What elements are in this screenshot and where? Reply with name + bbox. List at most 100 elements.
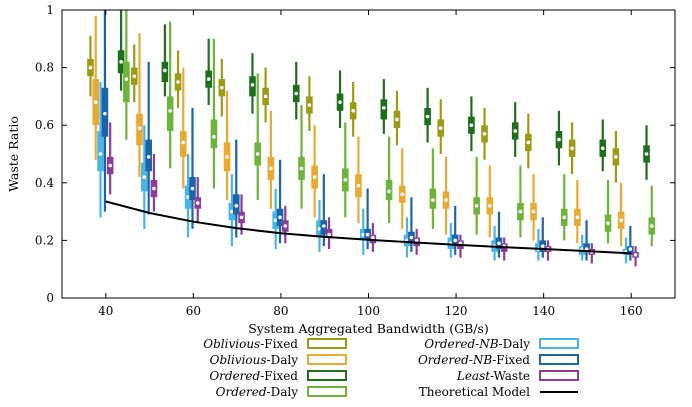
violin-median [195, 200, 201, 206]
violin-median [487, 203, 493, 209]
violin-median [386, 189, 392, 194]
violin-median [180, 140, 186, 145]
legend-label-rest: -Daly [267, 385, 299, 399]
violin-median [102, 111, 108, 117]
legend-swatch [307, 386, 347, 397]
legend-label-rest: -Fixed [260, 337, 298, 351]
violin-median [512, 128, 518, 134]
legend-label-italic: Least [456, 369, 490, 383]
violin-median [468, 122, 474, 128]
violin-median [88, 65, 93, 70]
series-obliv_fixed [87, 35, 620, 183]
legend-label: Theoretical Model [419, 385, 530, 399]
violin-median [306, 102, 312, 108]
violin-median [233, 203, 239, 209]
violin-median [613, 154, 619, 160]
series-obliv_daly [92, 15, 625, 247]
violin-median [293, 91, 299, 96]
violin-median [556, 137, 562, 142]
violin-median [482, 131, 487, 137]
violin-median [443, 197, 449, 203]
legend-item-obliv_daly: Oblivious-Daly [210, 353, 347, 367]
violin-median [118, 59, 124, 65]
y-tick-label: 0.8 [35, 61, 54, 75]
violin-median [438, 125, 444, 131]
violin-box [97, 130, 104, 172]
violin-median [190, 186, 195, 191]
violin-median [381, 105, 387, 111]
violin-median [277, 214, 283, 220]
legend-item-obliv_fixed: Oblivious-Fixed [203, 337, 347, 351]
legend-label-italic: Ordered-NB [424, 337, 498, 351]
violin-median [268, 165, 274, 171]
series-least_waste [106, 122, 639, 267]
y-tick-label: 0 [46, 291, 54, 305]
violin-median [356, 183, 361, 189]
violin-median [569, 145, 575, 151]
violin-median [605, 220, 611, 226]
violin-median [337, 99, 343, 105]
violin-box [210, 119, 218, 149]
violin-median [574, 214, 580, 220]
violin-median [496, 240, 502, 246]
violin-median [350, 108, 356, 114]
violin-median [600, 145, 606, 151]
violin-median [342, 177, 348, 183]
violin-median [299, 165, 304, 171]
violin-median [151, 186, 157, 191]
violin-median [321, 223, 327, 229]
violin-median [409, 235, 414, 240]
legend-label-italic: Oblivious [210, 353, 267, 367]
violin-median [211, 134, 217, 140]
violin-median [627, 246, 633, 252]
legend-label-italic: Ordered [216, 385, 267, 399]
legend-item-ord_daly: Ordered-Daly [216, 385, 347, 399]
violin-median [250, 82, 255, 88]
x-tick-label: 60 [186, 304, 201, 318]
violin-median [255, 151, 261, 157]
violin-median [206, 76, 212, 82]
y-tick-label: 1 [46, 3, 54, 17]
violin-median [394, 117, 400, 122]
violin-median [219, 85, 225, 91]
violin-median [540, 243, 546, 249]
violin-median [518, 209, 523, 214]
x-tick-label: 140 [532, 304, 555, 318]
violin-median [425, 114, 431, 119]
violin-median [531, 209, 536, 214]
legend-label-italic: Ordered-NB [418, 353, 492, 367]
legend-label-rest: -Daly [499, 337, 531, 351]
legend-item-ordnb_daly: Ordered-NB-Daly [424, 337, 579, 351]
legend-item-ord_fixed: Ordered-Fixed [209, 369, 347, 383]
x-axis-label: System Aggregated Bandwidth (GB/s) [248, 321, 489, 336]
violin-median [123, 76, 129, 82]
legend-label-italic: Oblivious [203, 337, 260, 351]
violin-median [618, 217, 624, 223]
legend-label: Ordered-NB-Daly [424, 337, 530, 351]
violin-median [633, 252, 638, 258]
violin-median [525, 140, 531, 145]
violin-box [166, 96, 174, 131]
legend-label: Oblivious-Daly [210, 353, 299, 367]
violin-median [131, 73, 137, 79]
series-ordnb_daly [97, 82, 630, 264]
legend-swatch [539, 338, 579, 349]
legend-swatch [539, 354, 579, 365]
series-ord_fixed [117, 10, 650, 180]
y-tick-label: 0.6 [35, 118, 54, 132]
x-tick-label: 80 [273, 304, 288, 318]
legend-swatch [539, 370, 579, 381]
legend-item-ordnb_fixed: Ordered-NB-Fixed [418, 353, 579, 367]
legend: Oblivious-FixedOblivious-DalyOrdered-Fix… [203, 337, 579, 399]
violin-median [107, 163, 113, 168]
violin-median [263, 94, 269, 99]
legend-label-rest: -Waste [490, 369, 530, 383]
x-tick-label: 40 [98, 304, 113, 318]
legend-label-rest: -Daly [267, 353, 299, 367]
violin-box [123, 61, 130, 103]
violin-median [98, 151, 103, 157]
x-tick-label: 120 [445, 304, 468, 318]
y-tick-label: 0.4 [35, 176, 54, 190]
